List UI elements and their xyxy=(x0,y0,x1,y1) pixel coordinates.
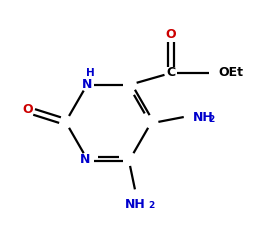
Text: H: H xyxy=(86,68,94,78)
Text: 2: 2 xyxy=(149,201,155,210)
Text: O: O xyxy=(166,28,176,41)
Text: OEt: OEt xyxy=(218,67,243,79)
Text: N: N xyxy=(82,78,92,91)
Text: NH: NH xyxy=(193,110,213,124)
Text: O: O xyxy=(22,103,33,116)
Text: C: C xyxy=(166,67,176,79)
Text: N: N xyxy=(80,153,90,166)
Text: NH: NH xyxy=(125,198,145,211)
Text: 2: 2 xyxy=(208,115,214,125)
